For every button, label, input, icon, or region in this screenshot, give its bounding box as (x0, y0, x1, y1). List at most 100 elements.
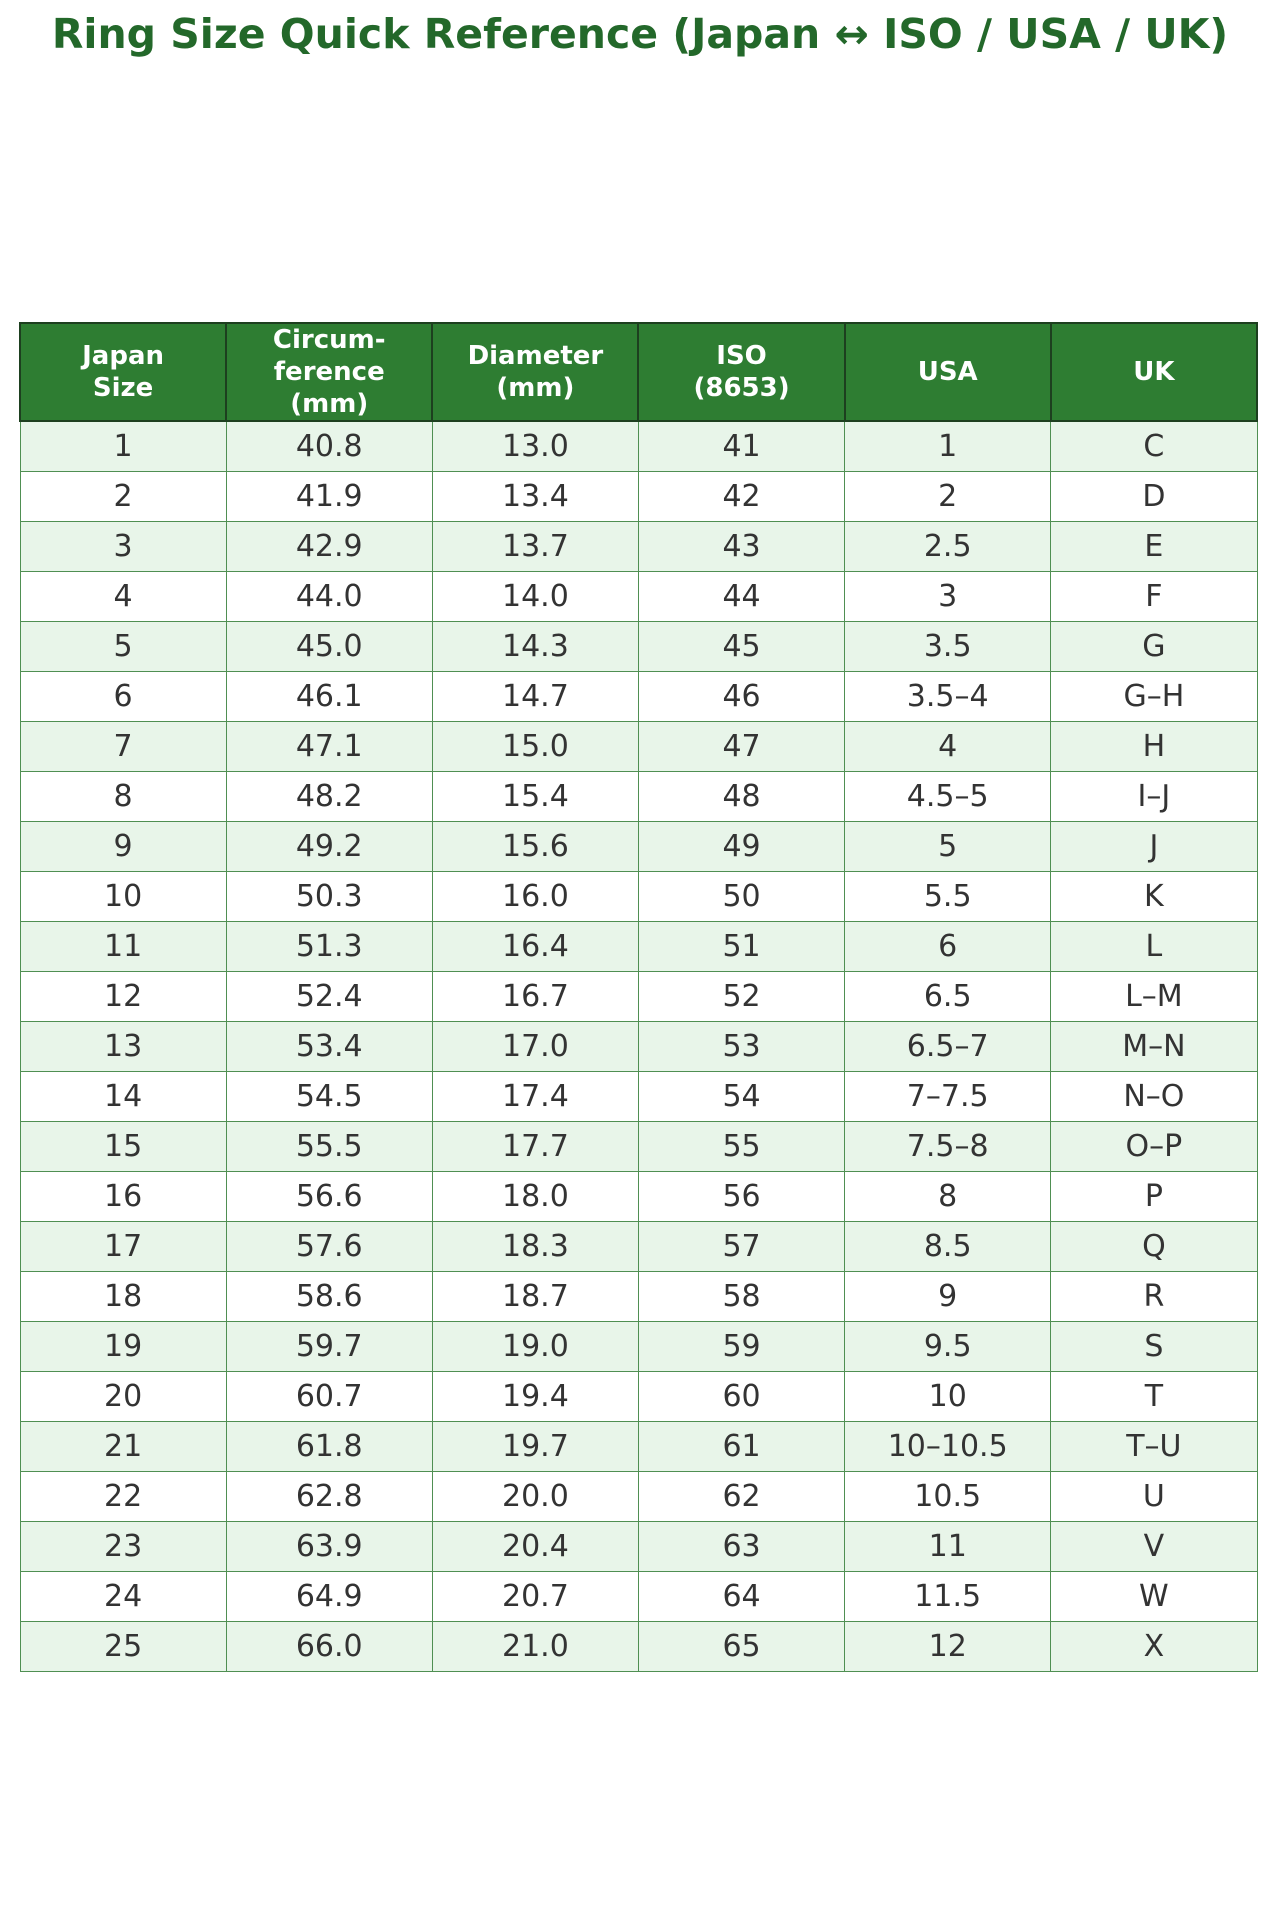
table-cell: C (1050, 420, 1258, 472)
table-cell: 6 (19, 671, 227, 722)
column-header: Japan Size (18, 322, 228, 422)
table-cell: F (1050, 571, 1258, 622)
table-cell: 48 (637, 771, 846, 822)
table-cell: 2 (844, 471, 1052, 522)
table-cell: 51.3 (225, 921, 433, 972)
table-row: 16 56.6 18.0 56 8 P (19, 1171, 1258, 1222)
header-line: Circum- (272, 325, 386, 355)
table-cell: 53 (637, 1021, 846, 1072)
table-cell: 13.7 (431, 521, 639, 572)
table-cell: 16 (19, 1171, 227, 1222)
table-cell: 64.9 (225, 1571, 433, 1622)
table-cell: 51 (637, 921, 846, 972)
table-cell: Q (1050, 1221, 1258, 1272)
table-cell: 45.0 (225, 621, 433, 672)
table-row: 21 61.8 19.7 61 10–10.5 T–U (19, 1421, 1258, 1472)
table-row: 1 40.8 13.0 41 1 C (19, 420, 1258, 472)
table-cell: 60 (637, 1371, 846, 1422)
table-row: 8 48.2 15.4 48 4.5–5 I–J (19, 771, 1258, 822)
column-header: USA (843, 322, 1052, 422)
table-row: 6 46.1 14.7 46 3.5–4 G–H (19, 671, 1258, 722)
table-cell: I–J (1050, 771, 1258, 822)
table-cell: 12 (19, 971, 227, 1022)
table-cell: 19.7 (431, 1421, 639, 1472)
table-cell: 5.5 (844, 871, 1052, 922)
header-line: USA (917, 357, 978, 387)
table-cell: 7–7.5 (844, 1071, 1052, 1122)
table-cell: 3.5–4 (844, 671, 1052, 722)
table-cell: 53.4 (225, 1021, 433, 1072)
table-row: 4 44.0 14.0 44 3 F (19, 571, 1258, 622)
table-cell: 10 (844, 1371, 1052, 1422)
table-cell: 7 (19, 721, 227, 772)
column-header: UK (1049, 322, 1259, 422)
table-row: 18 58.6 18.7 58 9 R (19, 1271, 1258, 1322)
table-cell: 62.8 (225, 1471, 433, 1522)
table-cell: 19.0 (431, 1321, 639, 1372)
table-row: 9 49.2 15.6 49 5 J (19, 821, 1258, 872)
table-cell: 16.4 (431, 921, 639, 972)
table-cell: 17.7 (431, 1121, 639, 1172)
table-cell: 15.6 (431, 821, 639, 872)
table-cell: L–M (1050, 971, 1258, 1022)
table-cell: 62 (637, 1471, 846, 1522)
table-cell: 21 (19, 1421, 227, 1472)
table-cell: N–O (1050, 1071, 1258, 1122)
table-cell: T–U (1050, 1421, 1258, 1472)
table-cell: 15 (19, 1121, 227, 1172)
table-cell: M–N (1050, 1021, 1258, 1072)
table-row: 22 62.8 20.0 62 10.5 U (19, 1471, 1258, 1522)
table-cell: 1 (19, 420, 227, 472)
table-cell: P (1050, 1171, 1258, 1222)
table-cell: G (1050, 621, 1258, 672)
header-line: (mm) (290, 389, 369, 419)
table-cell: 41.9 (225, 471, 433, 522)
header-line: UK (1133, 357, 1175, 387)
table-cell: 10 (19, 871, 227, 922)
column-header: Circum-ference (mm) (225, 322, 434, 422)
table-cell: L (1050, 921, 1258, 972)
column-header: Diameter (mm) (431, 322, 640, 422)
table-row: 2 41.9 13.4 42 2 D (19, 471, 1258, 522)
table-cell: 9 (844, 1271, 1052, 1322)
table-cell: 1 (844, 420, 1052, 472)
column-header: ISO (8653) (637, 322, 846, 422)
table-cell: 11.5 (844, 1571, 1052, 1622)
table-cell: X (1050, 1621, 1258, 1672)
table-cell: D (1050, 471, 1258, 522)
table-cell: 2 (19, 471, 227, 522)
table-row: 19 59.7 19.0 59 9.5 S (19, 1321, 1258, 1372)
table-cell: 5 (19, 621, 227, 672)
table-cell: 3 (844, 571, 1052, 622)
table-cell: 50 (637, 871, 846, 922)
table-cell: 20.0 (431, 1471, 639, 1522)
table-cell: 16.0 (431, 871, 639, 922)
table-cell: 66.0 (225, 1621, 433, 1672)
table-cell: 14.3 (431, 621, 639, 672)
table-cell: H (1050, 721, 1258, 772)
table-cell: 6.5 (844, 971, 1052, 1022)
table-cell: 44.0 (225, 571, 433, 622)
table-cell: V (1050, 1521, 1258, 1572)
table-row: 23 63.9 20.4 63 11 V (19, 1521, 1258, 1572)
header-line: (mm) (496, 373, 575, 403)
table-cell: 61.8 (225, 1421, 433, 1472)
table-cell: 40.8 (225, 420, 433, 472)
table-head: Japan Size Circum-ference (mm) Diameter (mm) I… (18, 322, 1259, 422)
table-cell: 23 (19, 1521, 227, 1572)
table-row: 14 54.5 17.4 54 7–7.5 N–O (19, 1071, 1258, 1122)
header-row: Japan Size Circum-ference (mm) Diameter (mm) I… (18, 322, 1259, 422)
table-cell: 2.5 (844, 521, 1052, 572)
table-cell: 65 (637, 1621, 846, 1672)
table-cell: 5 (844, 821, 1052, 872)
table-cell: 16.7 (431, 971, 639, 1022)
table-cell: 56.6 (225, 1171, 433, 1222)
table-cell: 6.5–7 (844, 1021, 1052, 1072)
table-cell: 20.4 (431, 1521, 639, 1572)
table-cell: R (1050, 1271, 1258, 1322)
header-line: ISO (716, 341, 767, 371)
table-cell: 11 (844, 1521, 1052, 1572)
table-cell: 46.1 (225, 671, 433, 722)
table-row: 25 66.0 21.0 65 12 X (19, 1621, 1258, 1672)
table-cell: 49 (637, 821, 846, 872)
